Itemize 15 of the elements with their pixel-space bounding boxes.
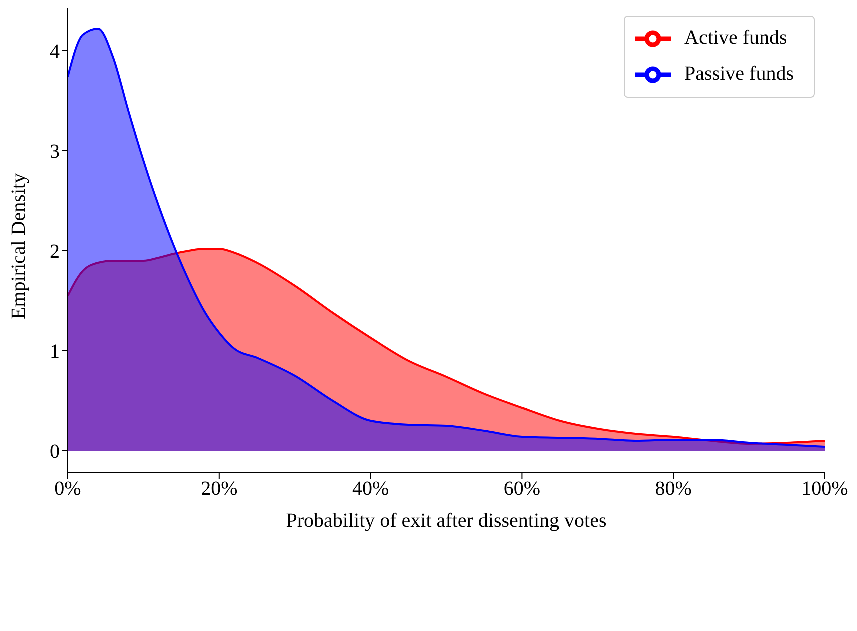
x-tick-label: 80% (655, 478, 692, 500)
y-tick-label: 4 (50, 41, 60, 64)
legend-label: Active funds (684, 26, 788, 49)
x-tick-label: 20% (201, 478, 238, 500)
x-tick-label: 100% (802, 478, 848, 500)
x-axis-title: Probability of exit after dissenting votes (286, 510, 607, 532)
y-tick-label: 0 (50, 441, 60, 464)
x-tick-label: 0% (54, 478, 82, 500)
y-tick-label: 2 (50, 241, 60, 264)
y-axis-title: Empirical Density (8, 173, 30, 320)
y-tick-label: 3 (50, 141, 60, 164)
legend-label: Passive funds (684, 62, 794, 85)
y-tick-label: 1 (50, 341, 60, 364)
x-tick-label: 40% (352, 478, 390, 500)
x-tick-label: 60% (504, 478, 541, 500)
